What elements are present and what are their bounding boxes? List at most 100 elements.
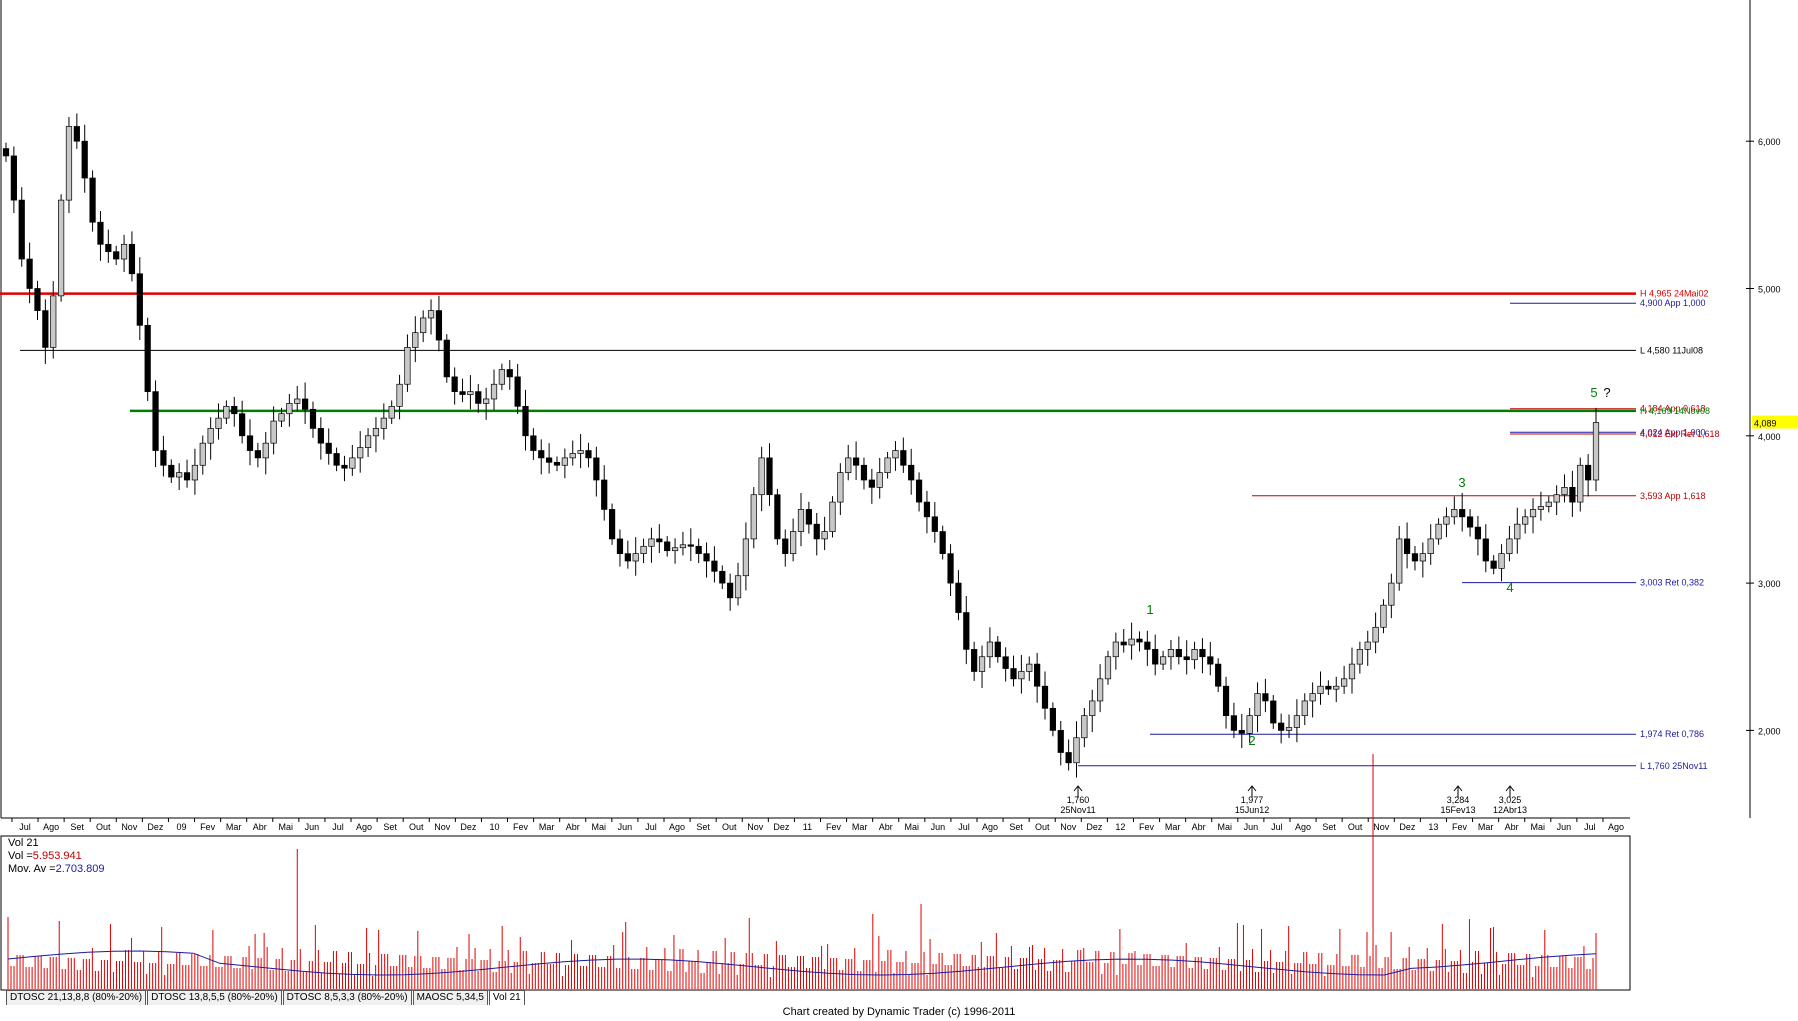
time-tick-label: Out bbox=[1348, 822, 1363, 832]
time-tick-label: 09 bbox=[176, 822, 186, 832]
candle bbox=[199, 442, 206, 466]
candle bbox=[1474, 526, 1482, 540]
candle bbox=[1191, 649, 1198, 661]
tab-dtosc-8[interactable]: DTOSC 8,5,3,3 (80%-20%) bbox=[282, 990, 412, 1005]
candle bbox=[1372, 626, 1379, 643]
candle bbox=[10, 155, 17, 201]
candle bbox=[349, 457, 356, 469]
time-tick-label: Nov bbox=[121, 822, 138, 832]
candle bbox=[380, 417, 387, 429]
candle bbox=[616, 538, 624, 554]
candle bbox=[246, 435, 254, 451]
candle bbox=[1427, 538, 1434, 554]
candle bbox=[1089, 700, 1096, 717]
candle bbox=[1585, 464, 1592, 481]
candle bbox=[915, 479, 923, 503]
candle bbox=[923, 501, 931, 518]
candle bbox=[404, 347, 411, 385]
candle bbox=[1104, 656, 1112, 680]
candle bbox=[1065, 752, 1072, 764]
candle bbox=[1537, 506, 1545, 510]
candle bbox=[483, 398, 490, 404]
time-tick-label: 13 bbox=[1428, 822, 1438, 832]
volume-title: Vol 21 bbox=[8, 837, 39, 849]
level-label: 4,024 App 1,000 bbox=[1640, 427, 1706, 437]
candle bbox=[26, 258, 33, 289]
candle bbox=[427, 310, 435, 319]
candle bbox=[1081, 715, 1088, 739]
level-label: 1,974 Ret 0,786 bbox=[1640, 729, 1704, 739]
candle bbox=[742, 538, 750, 577]
candle bbox=[1230, 715, 1238, 731]
chart-frame bbox=[0, 0, 1751, 991]
pivot-value: 3,284 bbox=[1447, 795, 1470, 805]
candle bbox=[467, 391, 474, 395]
time-tick-label: Jul bbox=[958, 822, 970, 832]
time-tick-label: Fev bbox=[513, 822, 529, 832]
time-tick-label: Jun bbox=[305, 822, 320, 832]
time-tick-label: Set bbox=[70, 822, 84, 832]
candle bbox=[687, 544, 694, 547]
candle bbox=[372, 428, 380, 437]
time-tick-label: Nov bbox=[1373, 822, 1390, 832]
candle bbox=[1435, 523, 1442, 540]
pivot-arrow bbox=[1453, 785, 1463, 798]
candle bbox=[530, 435, 537, 451]
last-price-marker bbox=[1752, 415, 1798, 429]
candle bbox=[664, 541, 671, 552]
candle bbox=[1396, 538, 1403, 584]
candle bbox=[333, 453, 340, 466]
candle bbox=[734, 575, 742, 599]
candle bbox=[1341, 678, 1348, 687]
candle bbox=[1034, 663, 1041, 687]
time-tick-label: Jun bbox=[618, 822, 633, 832]
candle bbox=[2, 148, 10, 157]
candle bbox=[120, 243, 128, 260]
candle bbox=[782, 538, 789, 554]
candle bbox=[81, 140, 88, 179]
candle bbox=[1254, 693, 1261, 717]
pivot-date: 25Nov11 bbox=[1060, 805, 1095, 815]
volume-label: Vol = bbox=[8, 850, 33, 862]
time-tick-label: Dez bbox=[1399, 822, 1416, 832]
candle bbox=[1199, 649, 1206, 658]
candle bbox=[73, 126, 80, 142]
candle bbox=[1333, 685, 1340, 690]
tab-dtosc-21[interactable]: DTOSC 21,13,8,8 (80%-20%) bbox=[6, 990, 147, 1005]
candle bbox=[1403, 538, 1411, 554]
time-tick-label: Out bbox=[409, 822, 424, 832]
candle bbox=[451, 376, 458, 392]
candle bbox=[1529, 509, 1537, 518]
candle bbox=[1183, 656, 1190, 661]
level-label: 4,900 App 1,000 bbox=[1640, 298, 1706, 308]
candle bbox=[947, 553, 954, 584]
tab-vol-21[interactable]: Vol 21 bbox=[488, 990, 525, 1005]
candle bbox=[97, 221, 104, 245]
pivot-value: 1,977 bbox=[1241, 795, 1264, 805]
tab-maosc[interactable]: MAOSC 5,34,5 bbox=[412, 990, 488, 1005]
candle bbox=[1451, 509, 1458, 518]
candle bbox=[892, 450, 899, 459]
pivot-value: 3,025 bbox=[1499, 795, 1522, 805]
candle bbox=[1120, 641, 1127, 646]
candle bbox=[1049, 707, 1056, 731]
time-tick-label: Mai bbox=[1530, 822, 1545, 832]
candle bbox=[986, 641, 994, 658]
time-tick-label: Nov bbox=[434, 822, 451, 832]
volume-value: 5.953.941 bbox=[32, 850, 82, 862]
candle bbox=[176, 472, 183, 478]
candle bbox=[546, 457, 553, 463]
candle bbox=[1018, 671, 1025, 680]
time-tick-label: Nov bbox=[1060, 822, 1077, 832]
time-tick-label: Mar bbox=[539, 822, 555, 832]
candle bbox=[908, 464, 915, 481]
tab-dtosc-13[interactable]: DTOSC 13,8,5,5 (80%-20%) bbox=[147, 990, 282, 1005]
volume-info: Vol 21 Vol =5.953.941 Mov. Av =2.703.809 bbox=[8, 837, 105, 876]
candle bbox=[829, 501, 836, 532]
time-tick-label: Set bbox=[383, 822, 397, 832]
candle bbox=[608, 509, 616, 540]
level-label: 4,184 App 0,618 bbox=[1640, 404, 1706, 414]
time-tick-label: Out bbox=[1035, 822, 1050, 832]
